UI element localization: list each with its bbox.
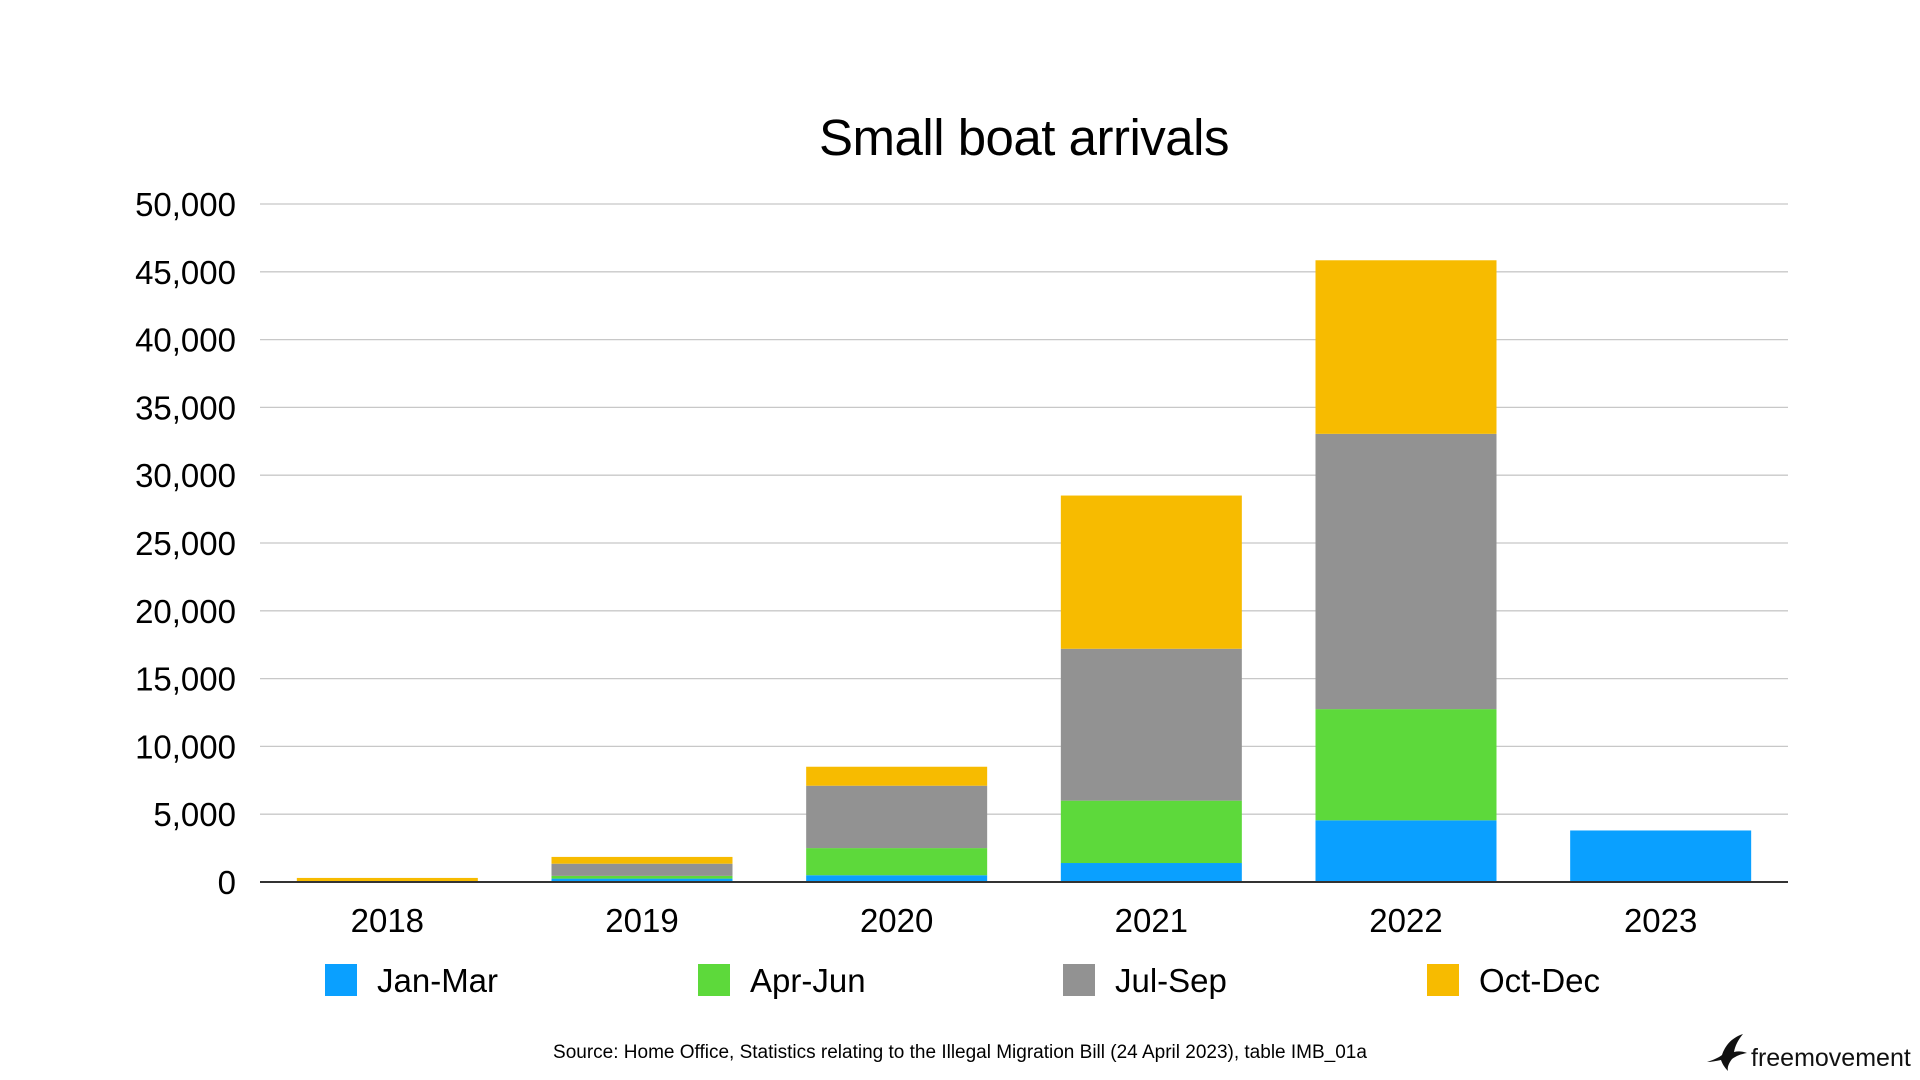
- y-tick-label: 40,000: [135, 322, 236, 359]
- y-tick-label: 15,000: [135, 661, 236, 698]
- bar-segment: [806, 766, 988, 786]
- bar-segment: [806, 875, 988, 882]
- y-tick-label: 50,000: [135, 186, 236, 223]
- bar-segment: [1060, 495, 1242, 649]
- brand-name: freemovement: [1751, 1044, 1911, 1072]
- x-tick-label: 2022: [1369, 902, 1442, 939]
- y-tick-label: 30,000: [135, 457, 236, 494]
- legend-label: Jan-Mar: [377, 962, 498, 999]
- y-tick-label: 10,000: [135, 728, 236, 765]
- x-tick-label: 2019: [605, 902, 678, 939]
- bar-segment: [551, 863, 733, 876]
- bar-segment: [806, 785, 988, 849]
- bar-segment: [1060, 648, 1242, 801]
- y-tick-label: 45,000: [135, 254, 236, 291]
- legend-swatch: [1063, 964, 1095, 996]
- legend-label: Oct-Dec: [1479, 962, 1600, 999]
- bar-segment: [1315, 820, 1497, 882]
- y-tick-label: 35,000: [135, 389, 236, 426]
- bar-segment: [1060, 800, 1242, 864]
- source-note: Source: Home Office, Statistics relating…: [553, 1042, 1367, 1063]
- y-tick-label: 0: [218, 864, 236, 901]
- x-tick-label: 2020: [860, 902, 933, 939]
- bird-icon: [1707, 1034, 1747, 1071]
- bar-segment: [551, 878, 733, 882]
- bar-segment: [1315, 433, 1497, 710]
- y-tick-label: 25,000: [135, 525, 236, 562]
- bar-segment: [551, 875, 733, 879]
- bar-segment: [806, 848, 988, 876]
- brand-logo: freemovement: [1705, 1030, 1920, 1080]
- bar-segment: [1060, 863, 1242, 882]
- legend-label: Jul-Sep: [1115, 962, 1227, 999]
- bar-segment: [1315, 709, 1497, 821]
- legend-swatch: [325, 964, 357, 996]
- chart-title: Small boat arrivals: [819, 109, 1229, 166]
- y-tick-label: 5,000: [153, 796, 236, 833]
- bar-segment: [1570, 830, 1752, 882]
- y-tick-label: 20,000: [135, 593, 236, 630]
- legend-swatch: [698, 964, 730, 996]
- bar-segment: [296, 877, 478, 882]
- bar-segment: [1315, 260, 1497, 434]
- legend-label: Apr-Jun: [750, 962, 866, 999]
- x-tick-label: 2021: [1115, 902, 1188, 939]
- x-tick-label: 2018: [351, 902, 424, 939]
- x-tick-label: 2023: [1624, 902, 1697, 939]
- bar-segment: [551, 856, 733, 864]
- legend-swatch: [1427, 964, 1459, 996]
